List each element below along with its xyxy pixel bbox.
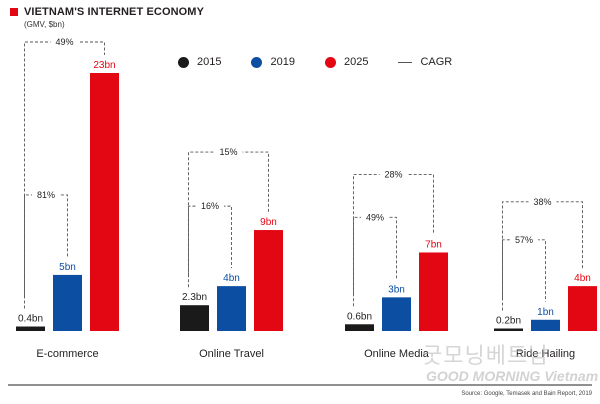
legend-dot-2025-icon — [324, 56, 336, 68]
legend-dot-2015-icon — [178, 56, 189, 68]
bar-online-travel-2025 — [254, 230, 283, 331]
data-label-ride-hailing-2025: 4bn — [574, 273, 591, 284]
cagr-bracket-inner-ride-hailing — [502, 239, 546, 311]
data-label-ride-hailing-2015: 0.2bn — [496, 316, 521, 327]
bar-ride-hailing-2019 — [531, 319, 560, 331]
legend-dot-2019-icon — [251, 56, 263, 68]
cagr-label-bg-inner-e-commerce — [32, 188, 60, 201]
cagr-label-bg-inner-online-travel — [196, 200, 224, 213]
data-label-e-commerce-2019: 5bn — [59, 262, 76, 273]
bar-online-travel-2019 — [217, 286, 246, 331]
data-label-e-commerce-2025: 23bn — [93, 60, 115, 71]
bar-online-media-2019 — [382, 297, 411, 331]
data-label-ride-hailing-2019: 1bn — [537, 307, 554, 318]
legend-label-cagr: CAGR — [420, 56, 453, 68]
source-note: Source: Google, Temasek and Bain Report,… — [461, 391, 592, 397]
cagr-label-inner-online-travel: 16% — [201, 201, 219, 211]
cagr-label-outer-online-travel: 15% — [219, 147, 237, 157]
cagr-label-outer-online-media: 28% — [384, 169, 402, 179]
data-label-e-commerce-2015: 0.4bn — [18, 314, 43, 325]
chart-title: VIETNAM'S INTERNET ECONOMY — [24, 6, 205, 18]
category-label-ride-hailing: Ride Hailing — [516, 348, 575, 360]
bar-online-travel-2015 — [180, 305, 209, 331]
data-label-online-media-2015: 0.6bn — [347, 311, 372, 322]
category-label-online-travel: Online Travel — [199, 348, 264, 360]
category-label-online-media: Online Media — [364, 348, 430, 360]
legend-dash-cagr-icon — [398, 61, 413, 63]
cagr-label-inner-e-commerce: 81% — [37, 190, 55, 200]
chart-legend: 2015 2019 2025 CAGR — [178, 56, 482, 68]
data-label-online-travel-2025: 9bn — [260, 217, 277, 228]
legend-label-2019: 2019 — [270, 56, 295, 68]
cagr-label-bg-outer-online-media — [379, 168, 408, 181]
title-block: VIETNAM'S INTERNET ECONOMY (GMV, $bn) — [10, 6, 204, 29]
cagr-label-bg-inner-ride-hailing — [510, 233, 538, 246]
bar-e-commerce-2015 — [16, 326, 45, 331]
legend-item-cagr: CAGR — [398, 56, 452, 68]
legend-item-2015: 2015 — [178, 56, 221, 68]
bar-online-media-2015 — [345, 324, 374, 331]
data-label-online-media-2019: 3bn — [388, 284, 405, 295]
data-label-online-media-2025: 7bn — [425, 239, 442, 250]
bar-e-commerce-2019 — [53, 274, 82, 331]
legend-label-2025: 2025 — [343, 56, 369, 68]
bar-e-commerce-2025 — [90, 73, 119, 331]
legend-item-2025: 2025 — [324, 56, 369, 68]
category-label-e-commerce: E-commerce — [36, 348, 98, 360]
cagr-bracket-outer-e-commerce — [24, 41, 105, 297]
cagr-label-bg-inner-online-media — [361, 211, 389, 224]
cagr-label-outer-ride-hailing: 38% — [533, 197, 551, 207]
cagr-bracket-outer-ride-hailing — [502, 201, 583, 299]
legend-label-2015: 2015 — [197, 56, 222, 68]
bar-online-media-2025 — [419, 252, 448, 331]
cagr-label-inner-online-media: 49% — [366, 212, 384, 222]
cagr-label-bg-outer-ride-hailing — [528, 195, 557, 208]
cagr-label-bg-outer-online-travel — [214, 146, 243, 159]
bar-ride-hailing-2025 — [568, 286, 597, 331]
cagr-label-bg-outer-e-commerce — [50, 36, 79, 48]
title-accent-square — [10, 8, 18, 16]
bar-ride-hailing-2015 — [494, 328, 523, 331]
data-label-online-travel-2015: 2.3bn — [182, 292, 207, 303]
cagr-label-outer-e-commerce: 49% — [55, 37, 73, 47]
cagr-label-inner-ride-hailing: 57% — [515, 235, 533, 245]
data-label-online-travel-2019: 4bn — [223, 273, 240, 284]
chart-subtitle: (GMV, $bn) — [24, 20, 65, 29]
legend-item-2019: 2019 — [251, 56, 295, 68]
cagr-bracket-outer-online-travel — [188, 151, 269, 276]
